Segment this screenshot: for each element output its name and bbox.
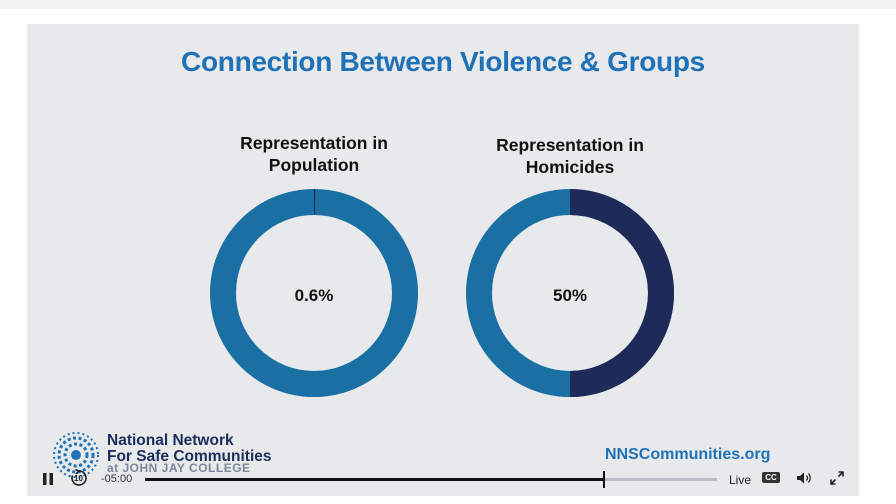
progress-bar[interactable] (145, 471, 717, 488)
live-button[interactable]: Live (729, 473, 752, 487)
panel-title-line2: Population (268, 155, 360, 175)
volume-icon[interactable] (796, 471, 814, 485)
page-top-bar (0, 0, 896, 9)
replay-10-label: 10 (74, 474, 83, 483)
population-donut-chart (210, 189, 418, 397)
homicides-value-label: 50% (552, 286, 588, 305)
fullscreen-icon[interactable] (830, 471, 844, 485)
panel-title-homicides: Representation in Homicides (460, 134, 680, 178)
org-subtitle: at JOHN JAY COLLEGE (107, 461, 251, 475)
website-link: NNSCommunities.org (605, 446, 771, 463)
player-controls: 10 -05:00 Live CC (27, 464, 859, 496)
time-remaining: -05:00 (101, 473, 133, 485)
panel-title-line2: Homicides (525, 157, 615, 177)
replay-10-icon (71, 468, 87, 486)
panel-title-line1: Representation in (496, 135, 644, 155)
pause-icon[interactable] (41, 472, 55, 486)
closed-captions-icon[interactable]: CC (762, 472, 780, 483)
slide-title: Connection Between Violence & Groups (181, 46, 705, 77)
replay-10-button[interactable]: 10 (69, 468, 89, 488)
org-name-line2: For Safe Communities (107, 448, 272, 465)
panel-title-line1: Representation in (240, 133, 388, 153)
progress-handle[interactable] (603, 471, 605, 488)
nnsc-logo-icon (53, 432, 99, 478)
video-player[interactable]: Connection Between Violence & Groups Rep… (27, 24, 859, 496)
nnsc-logo (49, 432, 103, 483)
org-name: National Network For Safe Communities (107, 433, 272, 465)
org-name-line1: National Network (107, 432, 234, 449)
donut-highlight-segment (569, 189, 674, 397)
homicides-donut-chart (466, 189, 674, 397)
panel-title-population: Representation in Population (204, 132, 424, 176)
progress-fill (145, 478, 603, 481)
population-value-label: 0.6% (294, 286, 334, 305)
